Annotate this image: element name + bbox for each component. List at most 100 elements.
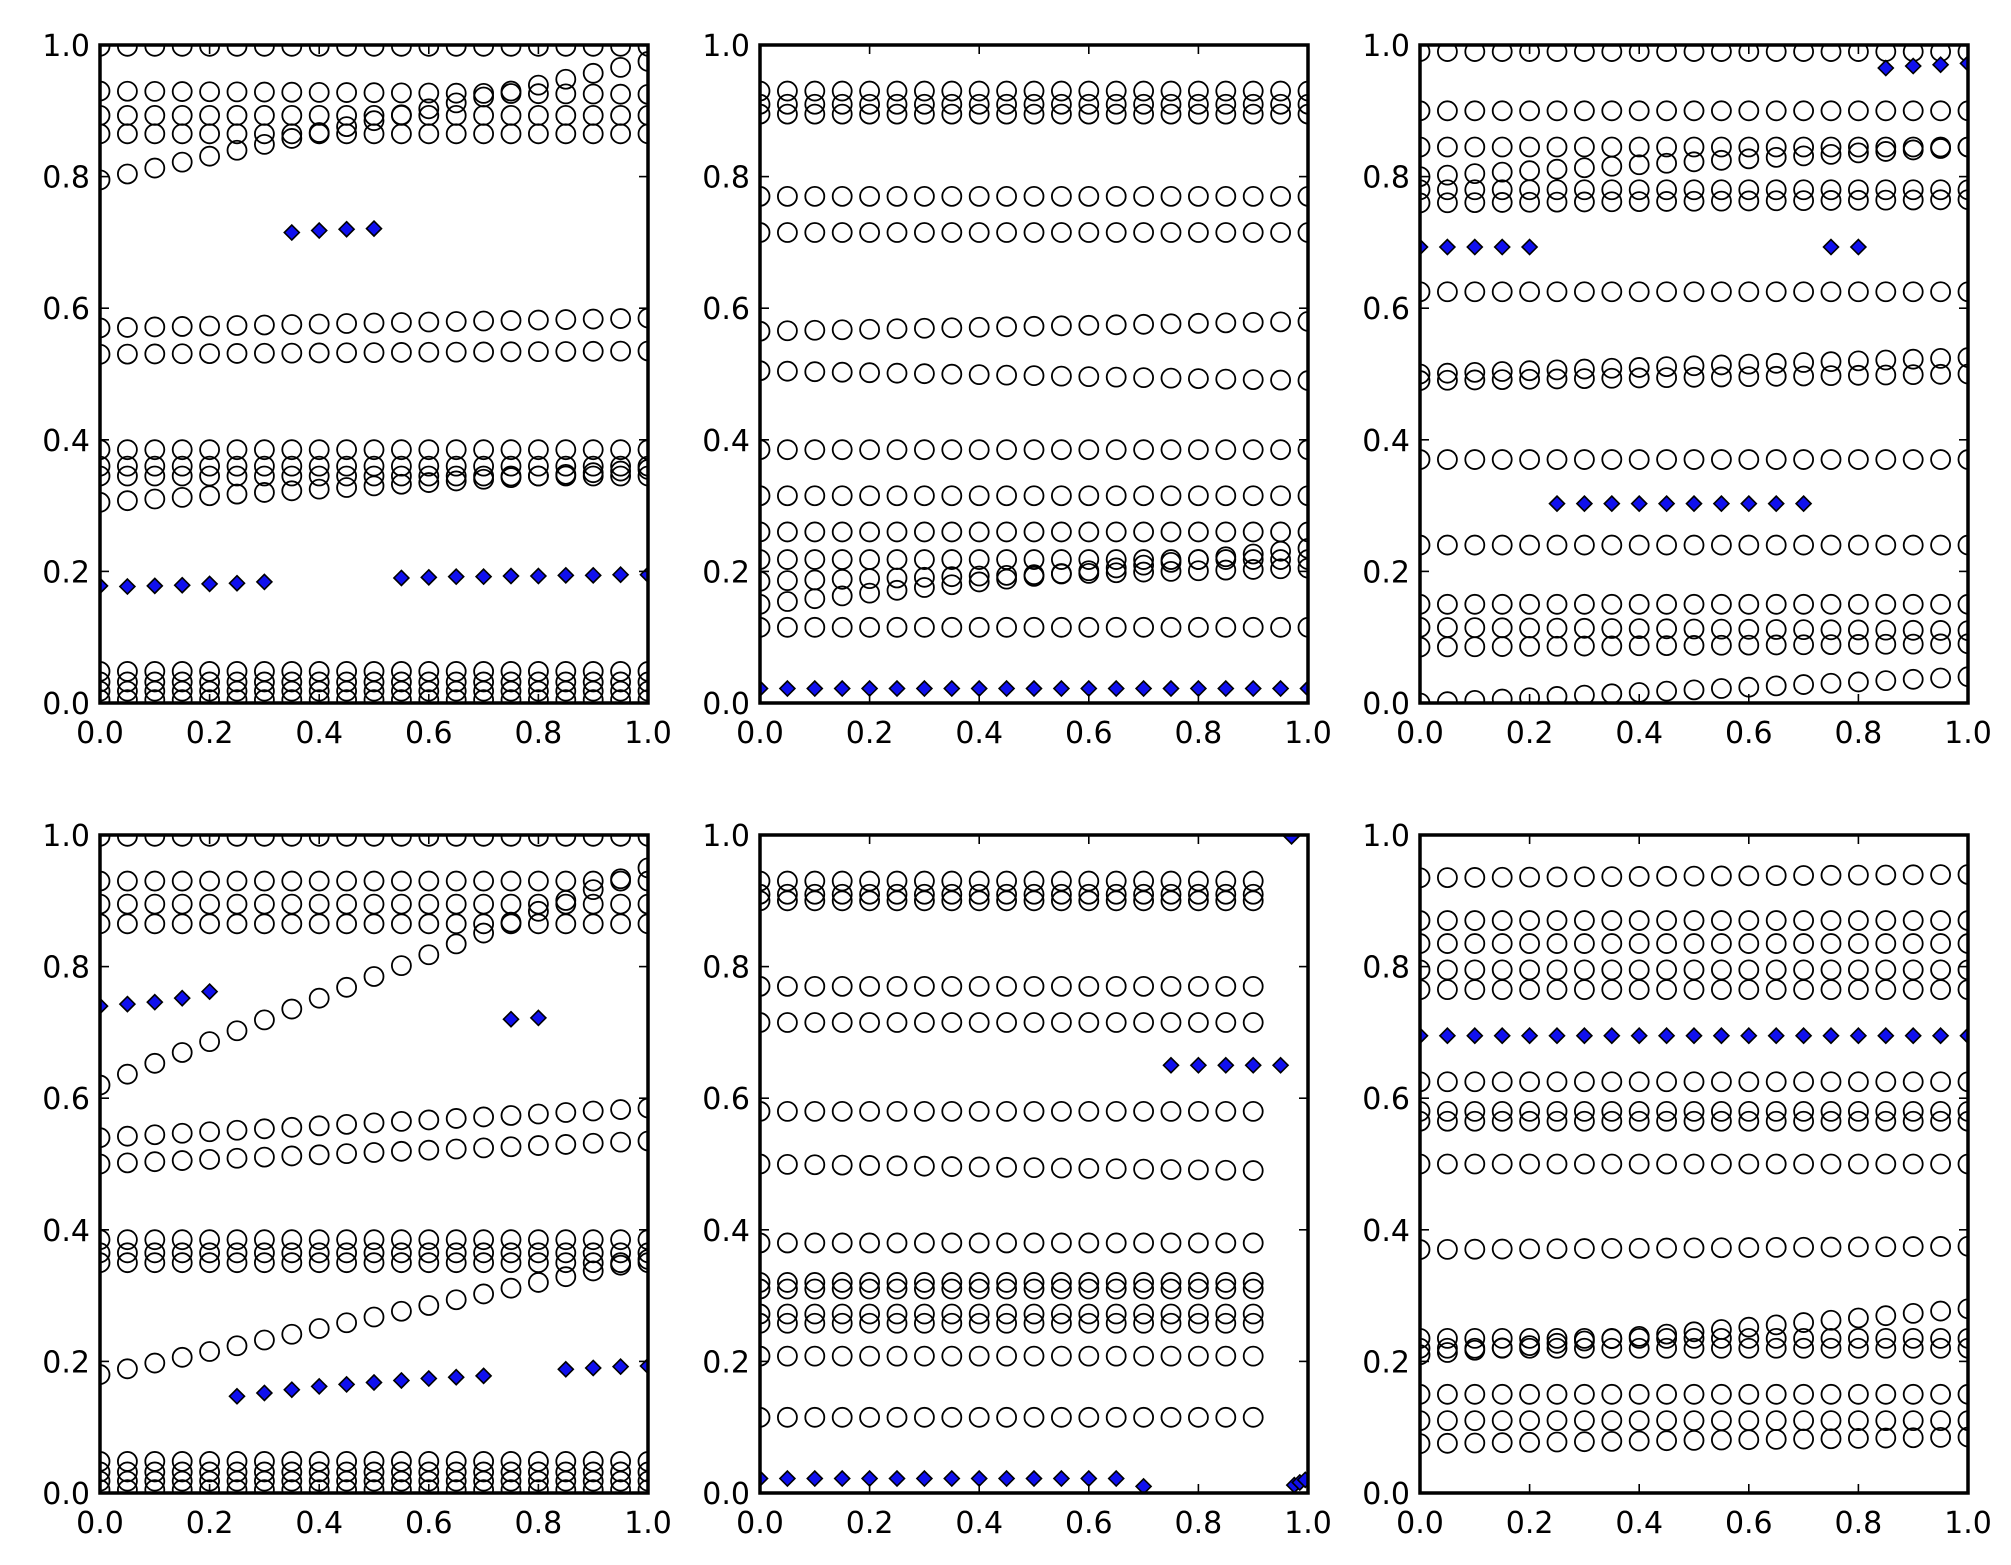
data-point-circle bbox=[117, 893, 138, 915]
data-point-circle bbox=[914, 93, 935, 115]
data-point-circle bbox=[226, 105, 248, 126]
data-point-diamond bbox=[1052, 679, 1071, 698]
data-point-circle bbox=[308, 1115, 330, 1137]
data-point-circle bbox=[336, 870, 358, 892]
data-point-circle bbox=[308, 313, 330, 335]
data-point-circle bbox=[1105, 1406, 1127, 1428]
data-point-circle bbox=[418, 455, 440, 477]
data-point-circle bbox=[1628, 1337, 1650, 1359]
data-point-diamond bbox=[420, 568, 438, 586]
data-point-circle bbox=[859, 222, 880, 243]
data-point-circle bbox=[226, 1451, 248, 1472]
data-point-circle bbox=[528, 1242, 549, 1264]
data-point-circle bbox=[199, 1479, 220, 1494]
data-point-circle bbox=[144, 1451, 166, 1472]
data-point-circle bbox=[777, 439, 798, 461]
data-point-circle bbox=[610, 56, 631, 78]
data-point-circle bbox=[914, 521, 935, 543]
data-point-circle bbox=[308, 689, 330, 704]
x-tick-label: 1.0 bbox=[624, 716, 672, 751]
data-point-circle bbox=[363, 893, 385, 915]
data-point-circle bbox=[1875, 364, 1897, 386]
data-point-circle bbox=[804, 1154, 826, 1176]
data-point-circle bbox=[1820, 864, 1842, 886]
data-point-circle bbox=[1133, 521, 1154, 543]
data-point-circle bbox=[445, 870, 467, 892]
data-point-circle bbox=[1437, 369, 1458, 391]
data-point-circle bbox=[1793, 674, 1814, 695]
data-point-circle bbox=[555, 1102, 577, 1123]
data-point-circle bbox=[886, 103, 908, 125]
data-point-circle bbox=[171, 151, 193, 173]
data-point-circle bbox=[886, 1303, 908, 1325]
data-point-circle bbox=[777, 485, 798, 507]
data-point-circle bbox=[1683, 865, 1705, 887]
data-point-diamond bbox=[118, 995, 137, 1013]
data-point-circle bbox=[418, 1461, 440, 1483]
data-point-diamond bbox=[1794, 494, 1813, 513]
data-point-circle bbox=[582, 1242, 604, 1264]
data-point-circle bbox=[996, 1312, 1017, 1334]
data-point-circle bbox=[1051, 1272, 1072, 1293]
data-point-circle bbox=[418, 1252, 440, 1274]
data-point-diamond bbox=[915, 679, 934, 698]
data-point-circle bbox=[1711, 354, 1732, 376]
data-point-circle bbox=[445, 933, 467, 955]
data-point-circle bbox=[363, 661, 385, 682]
data-point-circle bbox=[1738, 449, 1760, 470]
data-point-circle bbox=[777, 883, 798, 905]
data-point-circle bbox=[1930, 1300, 1951, 1322]
data-point-circle bbox=[1023, 1272, 1045, 1293]
data-point-circle bbox=[831, 1100, 853, 1122]
y-tick-label: 1.0 bbox=[42, 819, 90, 854]
data-point-circle bbox=[1930, 1100, 1951, 1122]
data-point-circle bbox=[1848, 350, 1869, 372]
data-point-circle bbox=[582, 1451, 604, 1472]
data-point-circle bbox=[199, 671, 221, 693]
data-point-circle bbox=[1765, 179, 1787, 201]
data-point-circle bbox=[1215, 1159, 1237, 1181]
data-point-circle bbox=[941, 1100, 963, 1122]
data-point-circle bbox=[1820, 534, 1842, 556]
data-point-circle bbox=[996, 883, 1017, 905]
data-point-circle bbox=[914, 222, 935, 243]
data-point-circle bbox=[1188, 975, 1209, 997]
data-point-circle bbox=[473, 1229, 495, 1251]
data-point-circle bbox=[1491, 1410, 1513, 1432]
data-point-diamond bbox=[1877, 1027, 1895, 1045]
data-point-circle bbox=[996, 1232, 1017, 1254]
data-point-circle bbox=[1105, 222, 1127, 243]
data-point-circle bbox=[1628, 618, 1650, 640]
data-point-circle bbox=[610, 460, 631, 482]
data-point-circle bbox=[226, 1252, 248, 1274]
data-point-circle bbox=[859, 883, 880, 905]
data-point-diamond bbox=[365, 219, 383, 238]
data-point-circle bbox=[500, 83, 522, 104]
data-point-circle bbox=[1270, 485, 1291, 507]
data-point-diamond bbox=[1740, 494, 1758, 513]
data-point-circle bbox=[363, 1229, 385, 1251]
data-point-circle bbox=[1215, 222, 1237, 243]
data-point-diamond bbox=[146, 577, 164, 595]
data-point-circle bbox=[1160, 870, 1182, 892]
data-point-circle bbox=[1683, 1327, 1705, 1349]
data-point-circle bbox=[831, 103, 853, 125]
data-point-circle bbox=[831, 1312, 853, 1334]
data-point-circle bbox=[1023, 1157, 1045, 1179]
data-point-diamond bbox=[1931, 1027, 1950, 1045]
data-point-circle bbox=[831, 1012, 853, 1033]
data-point-circle bbox=[528, 83, 549, 105]
data-point-circle bbox=[1711, 1410, 1732, 1432]
data-point-circle bbox=[1683, 1153, 1705, 1175]
data-point-circle bbox=[281, 1461, 303, 1483]
data-point-circle bbox=[1519, 910, 1540, 931]
data-point-circle bbox=[1546, 866, 1568, 888]
data-point-circle bbox=[1738, 366, 1760, 388]
data-point-circle bbox=[363, 105, 385, 126]
axes-frame bbox=[98, 43, 650, 705]
data-point-diamond bbox=[1025, 679, 1043, 698]
data-point-circle bbox=[253, 465, 275, 487]
data-point-circle bbox=[1519, 1110, 1540, 1132]
data-point-diamond bbox=[283, 223, 301, 242]
plot-area bbox=[100, 45, 648, 703]
